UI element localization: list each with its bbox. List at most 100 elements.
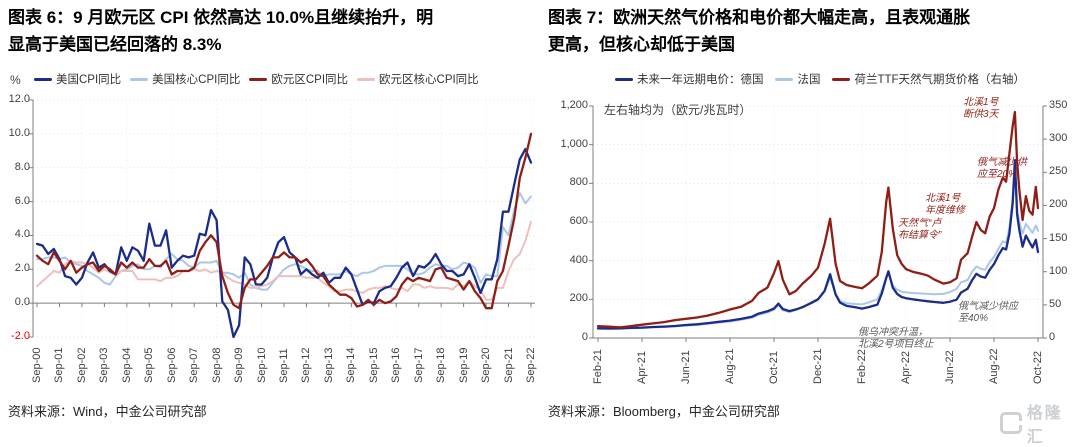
x-tick-label: Sep-12 <box>300 347 313 383</box>
x-tick-label: Sep-02 <box>75 347 88 383</box>
legend-swatch-line <box>34 77 52 81</box>
y-tick-label: 1,000 <box>560 137 588 150</box>
x-tick-label: Sep-05 <box>143 347 156 383</box>
y-tick-label: 0.0 <box>14 296 30 309</box>
x-tick-label: Feb-22 <box>856 349 868 384</box>
y-tick-label: 6.0 <box>14 194 30 207</box>
x-tick-label: Aug-21 <box>724 348 736 384</box>
x-tick-label: Apr-22 <box>900 350 912 384</box>
x-tick-label: Sep-14 <box>345 347 358 383</box>
series-line <box>35 132 533 310</box>
legend-swatch-line <box>614 77 633 81</box>
x-tick-label: Sep-13 <box>322 347 335 383</box>
x-tick-label: Sep-21 <box>502 347 515 383</box>
legend-item: 美国CPI同比 <box>34 71 121 87</box>
legend-swatch-line <box>130 77 149 81</box>
y-tick-label: 600 <box>569 215 588 227</box>
x-tick-label: Feb-21 <box>592 349 604 384</box>
legend-item-label: 荷兰TTF天然气期货价格（右轴） <box>854 74 1026 86</box>
legend-item-label: 法国 <box>797 74 821 86</box>
x-tick-label: Sep-16 <box>390 347 403 383</box>
legend-item: 欧元区核心CPI同比 <box>357 71 479 87</box>
legend-item-label: 美国核心CPI同比 <box>152 74 241 86</box>
x-tick-label: Sep-04 <box>120 347 133 383</box>
y-tick-label: 8.0 <box>14 160 30 173</box>
y-tick-label: 200 <box>1049 198 1068 211</box>
x-tick-label: Sep-06 <box>165 347 178 383</box>
x-tick-label: Aug-22 <box>988 348 1000 384</box>
y-tick-label: 0 <box>581 331 588 343</box>
y-tick-label: 400 <box>569 253 588 266</box>
chart-annotation: 北溪1号 断供3天 <box>963 97 999 120</box>
cpi-line-chart <box>29 99 535 339</box>
x-tick-label: Sep-10 <box>255 347 268 383</box>
x-tick-label: Sep-01 <box>53 347 66 383</box>
series-line <box>35 147 533 339</box>
series-line <box>596 110 1040 329</box>
y-tick-label: 50 <box>1049 297 1062 310</box>
y-tick-label: 1,200 <box>560 99 588 111</box>
source-note-wind: 资料来源：Wind，中金公司研究部 <box>8 404 207 419</box>
series-line <box>36 220 532 301</box>
y-tick-label: 2.0 <box>14 262 30 275</box>
x-tick-label: Sep-09 <box>233 347 246 383</box>
y-tick-label: 200 <box>569 292 588 305</box>
x-tick-label: Sep-00 <box>31 347 43 383</box>
x-tick-label: Apr-21 <box>636 350 648 384</box>
x-tick-label: Jun-22 <box>944 350 956 384</box>
gelonghui-logo: 格隆汇 <box>1000 399 1080 447</box>
x-tick-label: Sep-17 <box>412 347 425 383</box>
chart-annotation: 俄气减少供应 至40% <box>958 301 1018 324</box>
chart-title-energy: 图表 7：欧洲天然气价格和电价都大幅走高，且表观通胀 更高，但核心却低于美国 <box>548 8 971 54</box>
chart-panel-cpi: 图表 6：9 月欧元区 CPI 依然高达 10.0%且继续抬升，明 显高于美国已… <box>0 0 540 431</box>
chart-annotation: 天然气“卢 布结算令” <box>898 218 942 241</box>
legend-swatch-line <box>775 77 794 81</box>
x-tick-label: Sep-08 <box>210 347 223 383</box>
chart-annotation: 北溪1号 年度维修 <box>925 193 965 216</box>
y-tick-label: 300 <box>1049 132 1068 145</box>
legend-item: 未来一年远期电价：德国 <box>614 71 764 87</box>
legend-item-label: 未来一年远期电价：德国 <box>636 74 764 86</box>
legend-item: 法国 <box>775 71 820 87</box>
axes-unit-note: 左右轴均为（欧元/兆瓦时） <box>604 103 752 117</box>
legend-cpi: 美国CPI同比 美国核心CPI同比 欧元区CPI同比 欧元区核心CPI同比 <box>34 71 479 87</box>
x-tick-label: Sep-03 <box>98 347 111 383</box>
legend-item: 美国核心CPI同比 <box>130 71 240 87</box>
x-tick-label: Jun-21 <box>680 350 692 384</box>
y-tick-label: 4.0 <box>14 228 30 241</box>
y-tick-label: 150 <box>1049 231 1068 244</box>
y-tick-label: -2.0 <box>11 330 30 342</box>
x-tick-label: Sep-15 <box>367 347 380 383</box>
series-line <box>596 158 1040 330</box>
chart-annotation: 俄气减少供 应至20% <box>977 157 1027 180</box>
legend-energy: 未来一年远期电价：德国 法国 荷兰TTF天然气期货价格（右轴） <box>600 71 1040 87</box>
legend-item: 欧元区CPI同比 <box>249 71 348 87</box>
chart-annotation: 俄乌冲突升温， 北溪2号项目终止 <box>858 327 934 350</box>
x-tick-label: Oct-22 <box>1032 350 1044 384</box>
legend-swatch-line <box>357 77 376 81</box>
x-tick-label: Oct-21 <box>768 350 780 384</box>
legend-swatch-line <box>249 77 268 81</box>
x-tick-label: Sep-11 <box>278 348 290 383</box>
legend-item-label: 欧元区核心CPI同比 <box>379 74 479 86</box>
x-tick-label: Sep-18 <box>435 347 448 383</box>
chart-title-cpi: 图表 6：9 月欧元区 CPI 依然高达 10.0%且继续抬升，明 显高于美国已… <box>8 8 434 54</box>
x-tick-label: Sep-20 <box>480 347 493 383</box>
legend-item-label: 美国CPI同比 <box>56 74 122 86</box>
y-tick-label: 100 <box>1049 264 1068 277</box>
x-tick-label: Sep-22 <box>525 347 537 383</box>
source-note-bloomberg: 资料来源：Bloomberg，中金公司研究部 <box>548 404 780 419</box>
y-tick-label: 800 <box>569 176 588 189</box>
y-tick-label: 250 <box>1049 165 1068 178</box>
legend-item: 荷兰TTF天然气期货价格（右轴） <box>832 71 1025 87</box>
y-axis-unit-label: % <box>10 73 21 87</box>
y-tick-label: 0 <box>1049 331 1056 343</box>
legend-item-label: 欧元区CPI同比 <box>271 74 349 86</box>
y-tick-label: 350 <box>1049 99 1068 111</box>
y-tick-label: 10.0 <box>8 126 30 139</box>
gelonghui-logo-text: 格隆汇 <box>1026 405 1063 446</box>
y-tick-label: 12.0 <box>8 93 30 105</box>
chart-panel-energy: 图表 7：欧洲天然气价格和电价都大幅走高，且表观通胀 更高，但核心却低于美国 未… <box>540 0 1080 431</box>
x-tick-label: Sep-07 <box>188 347 201 383</box>
